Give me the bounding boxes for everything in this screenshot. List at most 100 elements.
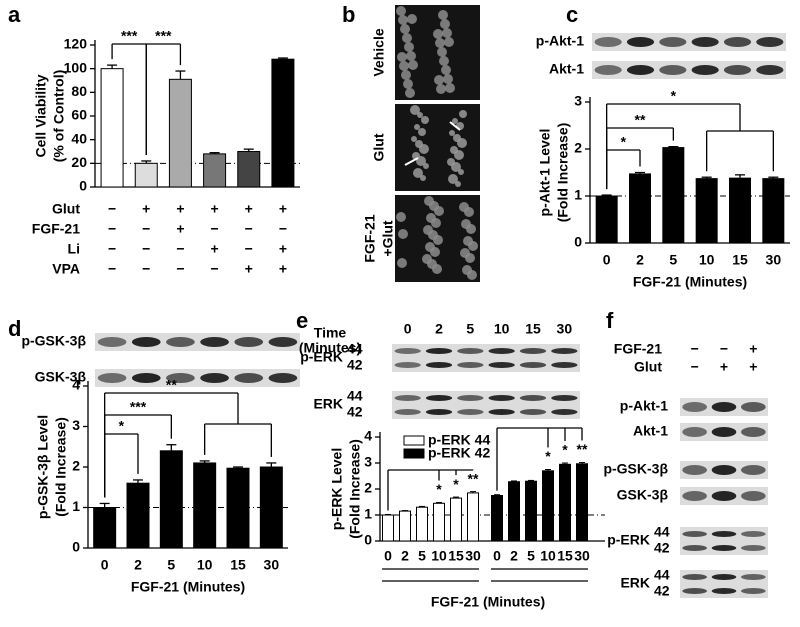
cell [396,212,406,222]
blot-band [682,588,707,594]
blot-band [711,531,737,537]
y-tick-label: 3 [72,417,80,433]
x-tick-label: 5 [418,548,426,564]
bar [491,495,503,542]
bar [762,178,785,244]
treatment-sign: + [749,359,757,375]
treatment-sign: + [720,359,728,375]
condition-sign: + [279,241,287,257]
y-tick-label: 100 [64,59,88,75]
bar [271,58,295,188]
cell [397,258,407,268]
cell [432,264,442,274]
time-tick: 0 [404,321,412,337]
treatment-sign: + [749,341,757,357]
condition-sign: − [142,241,150,257]
x-tick-label: 5 [527,548,535,564]
y-tick-label: 120 [64,36,88,52]
condition-label: FGF-21 [32,221,80,237]
y-tick-label: 4 [72,377,80,393]
x-tick-label: 2 [636,252,644,268]
blot-band [551,395,578,401]
blot-band [488,348,515,354]
blot-band [711,588,737,594]
y-tick-label: 0 [79,178,87,194]
blot-label: p-Akt-1 [536,33,584,49]
band-label: 42 [347,404,363,420]
blot-band [457,362,484,368]
cell [435,38,445,48]
blot-label: p-GSK-3β [603,461,668,477]
cell [406,51,416,61]
x-axis-label: FGF-21 (Minutes) [131,579,245,595]
bar [450,497,462,542]
y-axis-label: Cell Viability [33,74,49,157]
blot-band [741,574,766,580]
image-label: +Glut [380,220,396,257]
cell [414,124,420,130]
blot-band [425,395,453,401]
x-tick-label: 10 [431,548,447,564]
cell [455,181,461,187]
blot-background [392,405,580,419]
blot-band [741,465,766,475]
cell [420,175,426,181]
blot-band [519,362,547,368]
blot-band [457,348,484,354]
blot-label: Akt-1 [549,61,584,77]
x-tick-label: 0 [101,557,109,573]
significance: * [545,448,551,464]
cell [399,61,409,71]
bar [226,467,250,549]
blot-background [392,391,580,405]
bar [159,450,183,549]
cell [404,42,414,52]
significance: * [436,481,442,497]
bar [629,173,651,244]
y-tick-label: 0 [574,234,582,250]
cell [405,88,415,98]
y-tick-label: 80 [71,83,87,99]
condition-sign: − [210,221,218,237]
blot-band [488,395,515,401]
blot-band [425,348,453,354]
blot-band [682,427,707,437]
bar [508,481,520,542]
y-tick-label: 40 [71,130,87,146]
condition-sign: − [108,201,116,217]
y-tick-label: 1 [364,506,372,522]
cell [465,253,475,263]
panel-letter: a [8,2,21,27]
blot-background [392,358,580,372]
blot-band [131,373,161,383]
treatment-sign: − [691,341,699,357]
cell [466,224,476,234]
x-tick-label: 2 [510,548,518,564]
condition-sign: − [176,241,184,257]
time-tick: 30 [557,321,573,337]
condition-sign: − [142,221,150,237]
x-tick-label: 30 [766,252,782,268]
bar [542,470,554,542]
condition-label: Glut [52,201,80,217]
cell [397,52,407,62]
y-tick-label: 1 [574,187,582,203]
x-axis-label: FGF-21 (Minutes) [633,274,747,290]
cell [467,270,477,280]
condition-sign: + [279,261,287,277]
time-tick: 2 [435,321,443,337]
arrow [404,157,419,166]
cell [440,19,450,29]
blot-band [741,545,766,551]
x-tick-label: 10 [197,557,213,573]
micrograph [395,104,480,191]
significance: * [119,418,125,434]
y-axis-label: (Fold Increase) [53,417,69,517]
bar [237,151,261,188]
y-tick-label: 3 [364,454,372,470]
x-tick-label: 30 [574,548,590,564]
blot-band [711,574,737,580]
bar [93,507,117,549]
blot-band [682,491,707,501]
